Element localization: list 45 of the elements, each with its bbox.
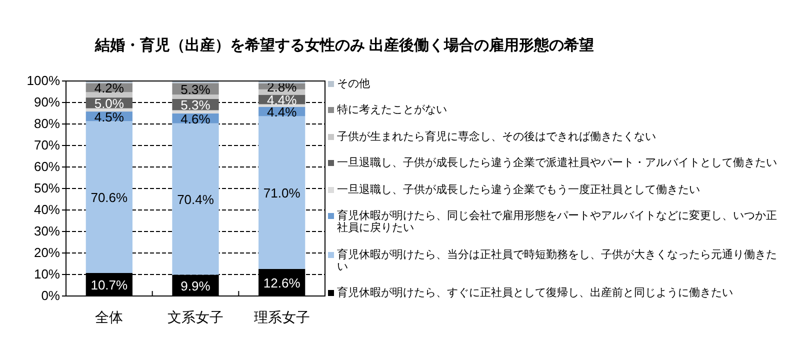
bar xyxy=(86,108,132,112)
data-label: 10.7% xyxy=(90,277,128,292)
bar xyxy=(172,94,219,99)
y-tick-label: 20% xyxy=(34,245,60,260)
y-tick-label: 30% xyxy=(34,224,60,238)
y-tick-label: 10% xyxy=(34,266,60,282)
data-label: 4.2% xyxy=(94,80,124,96)
data-label: 4.4% xyxy=(267,104,298,120)
bar xyxy=(258,104,306,107)
data-label: 12.6% xyxy=(263,275,301,290)
data-label: 4.6% xyxy=(180,111,211,126)
data-label: 9.9% xyxy=(180,278,211,294)
x-tick-label: 文系女子 xyxy=(168,309,224,325)
legend-label: 一旦退職し、子供が成長したら違う企業で派遣社員やパート・アルバイトとして働きたい xyxy=(337,157,777,170)
legend-label: 育児休暇が明けたら、当分は正社員で時短勤務をし、子供が大きくなったら元通り働きたい xyxy=(337,248,778,273)
bar xyxy=(86,121,132,273)
y-tick-label: 100% xyxy=(26,73,60,88)
legend-label: 育児休暇が明けたら、同じ会社で雇用形態をパートやアルバイトなどに変更し、いつか正社員に戻りたい xyxy=(337,210,778,234)
bar xyxy=(258,116,306,269)
legend-label: 子供が生まれたら育児に専念し、その後はできれば働きたくない xyxy=(337,130,656,143)
legend-label: 特に考えたことがない xyxy=(337,104,447,116)
y-tick-label: 60% xyxy=(34,159,60,174)
data-label: 5.3% xyxy=(180,98,211,113)
data-label: 4.4% xyxy=(267,92,298,108)
legend-label: 一旦退職し、子供が成長したら違う企業でもう一度正社員として働きたい xyxy=(337,184,700,196)
legend-label: その他 xyxy=(337,78,370,90)
bar xyxy=(172,110,219,114)
bar xyxy=(172,123,219,275)
y-tick-label: 40% xyxy=(34,202,60,217)
legend-label: 育児休暇が明けたら、すぐに正社員として復帰し、出産前と同じように働きたい xyxy=(337,286,733,299)
y-tick-label: 70% xyxy=(34,138,60,152)
y-tick-label: 80% xyxy=(34,116,60,131)
x-tick-label: 全体 xyxy=(95,309,124,325)
data-label: 4.5% xyxy=(94,109,124,124)
data-label: 71.0% xyxy=(263,186,301,201)
chart-title: 結婚・育児（出産）を希望する女性のみ 出産後働く場合の雇用形態の希望 xyxy=(94,36,594,54)
data-label: 5.3% xyxy=(180,82,211,97)
x-tick-label: 理系女子 xyxy=(254,309,310,325)
y-tick-label: 0% xyxy=(41,288,60,303)
data-label: 70.4% xyxy=(177,192,214,208)
bar xyxy=(86,92,132,98)
data-label: 70.6% xyxy=(90,190,128,206)
y-tick-label: 50% xyxy=(34,180,60,196)
data-label: 5.0% xyxy=(94,96,124,111)
y-tick-label: 90% xyxy=(34,94,60,110)
